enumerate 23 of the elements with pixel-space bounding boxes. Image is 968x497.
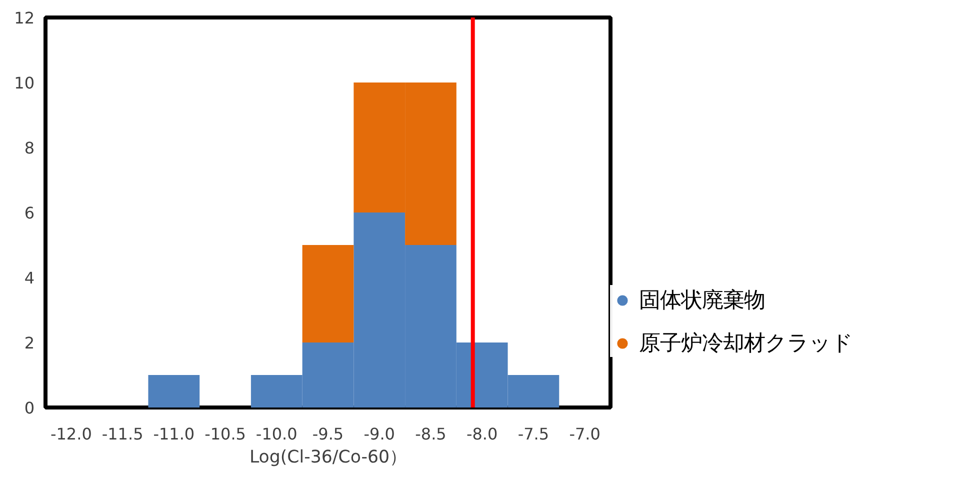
x-tick-label: -10.0 — [256, 424, 298, 444]
x-axis-title: Log(Cl-36/Co-60） — [249, 448, 407, 468]
x-tick-label: -10.5 — [204, 424, 246, 444]
y-tick-label: 12 — [14, 8, 34, 28]
bar — [148, 375, 200, 408]
legend-label: 固体状廃棄物 — [639, 287, 765, 314]
legend-label: 原子炉冷却材クラッド — [639, 330, 853, 357]
y-tick-label: 8 — [24, 138, 35, 158]
y-tick-label: 4 — [24, 268, 35, 288]
x-tick-label: -9.0 — [364, 424, 395, 444]
y-tick-label: 0 — [24, 398, 35, 418]
y-tick-label: 10 — [14, 74, 34, 92]
y-tick-label: 2 — [24, 334, 35, 352]
bar — [302, 245, 354, 342]
y-tick-label: 6 — [24, 204, 35, 222]
x-tick-label: -11.5 — [102, 424, 144, 444]
x-tick-label: -9.5 — [312, 424, 344, 444]
x-tick-label: -11.0 — [153, 424, 195, 444]
x-tick-label: -12.0 — [50, 424, 92, 444]
x-tick-label: -8.0 — [466, 424, 498, 444]
x-tick-label: -7.0 — [569, 424, 600, 444]
x-tick-label: -8.5 — [415, 424, 446, 444]
x-tick-label: -7.5 — [518, 424, 550, 444]
